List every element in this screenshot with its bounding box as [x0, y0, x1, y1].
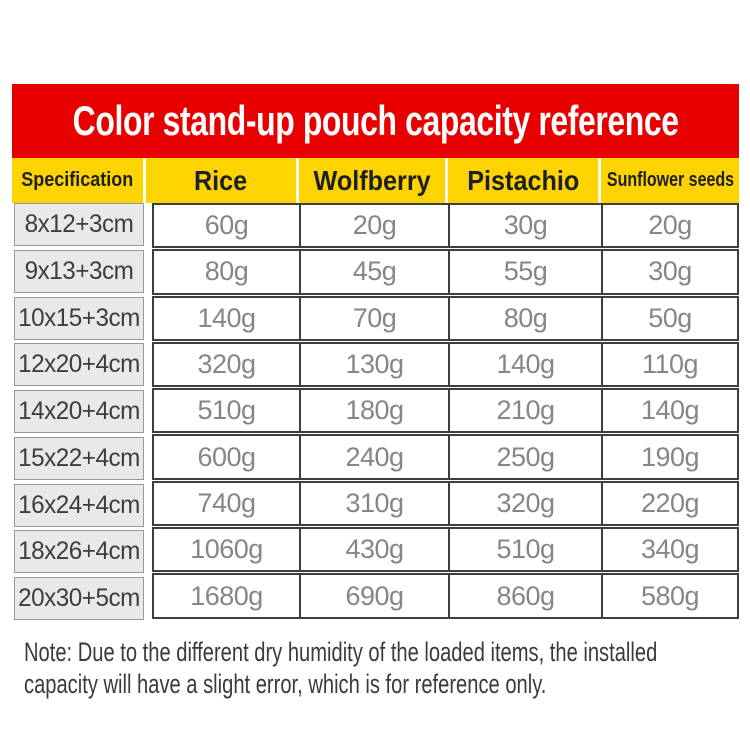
- table-row: 510g 180g 210g 140g: [152, 388, 739, 434]
- value-cell: 30g: [601, 251, 737, 293]
- value-cell: 310g: [299, 482, 448, 525]
- value-cell: 20g: [299, 205, 448, 247]
- column-header-specification: Specification: [12, 158, 146, 203]
- spec-cell: 14x20+4cm: [14, 390, 144, 433]
- spec-cell: 9x13+3cm: [14, 249, 144, 293]
- note-text: Note: Due to the different dry humidity …: [24, 637, 750, 700]
- column-header-label: Rice: [194, 164, 248, 196]
- value-cell: 220g: [601, 482, 737, 525]
- column-header-label: Sunflower seeds: [606, 169, 734, 191]
- value-cell: 320g: [448, 482, 601, 525]
- value-cell: 60g: [204, 210, 249, 241]
- value-cell: 1680g: [190, 580, 263, 611]
- value-cell: 70g: [299, 297, 448, 339]
- value-cell: 20g: [601, 205, 737, 247]
- note-line-1: Note: Due to the different dry humidity …: [24, 637, 658, 667]
- value-cell: 860g: [448, 575, 601, 617]
- value-cell: 80g: [448, 297, 601, 339]
- value-cell: 240g: [299, 436, 448, 478]
- value-cell: 180g: [299, 390, 448, 432]
- value-cell: 1060g: [190, 534, 263, 565]
- specification-column: 8x12+3cm 9x13+3cm 10x15+3cm 12x20+4cm 14x20+…: [12, 203, 146, 620]
- value-cell: 140g: [448, 343, 601, 386]
- column-header-sunflower-seeds: Sunflower seeds: [601, 158, 739, 203]
- table-row: 60g 20g 30g 20g: [152, 203, 739, 249]
- value-cell: 140g: [197, 302, 256, 333]
- value-cell: 580g: [601, 575, 737, 617]
- value-cell: 690g: [299, 575, 448, 617]
- value-cell: 510g: [197, 395, 256, 426]
- note-line-2: capacity will have a slight error, which…: [24, 668, 547, 699]
- table-row: 1680g 690g 860g 580g: [152, 573, 739, 619]
- table-row: 140g 70g 80g 50g: [152, 295, 739, 341]
- value-cell: 510g: [448, 529, 601, 571]
- value-cell: 30g: [448, 205, 601, 247]
- value-cell: 190g: [601, 436, 737, 478]
- value-cell: 140g: [601, 390, 737, 432]
- table-row: 1060g 430g 510g 340g: [152, 527, 739, 573]
- table-header-row: Specification Rice Wolfberry Pistachio S…: [12, 158, 739, 203]
- value-cell: 250g: [448, 436, 601, 478]
- spec-cell: 18x26+4cm: [14, 530, 144, 574]
- value-cell: 110g: [601, 343, 737, 386]
- column-header-label: Pistachio: [466, 164, 580, 196]
- spec-cell: 20x30+5cm: [14, 577, 144, 620]
- spec-cell: 12x20+4cm: [14, 343, 144, 387]
- column-header-pistachio: Pistachio: [448, 158, 601, 203]
- value-cell: 740g: [197, 487, 256, 518]
- column-header-label: Wolfberry: [313, 164, 431, 196]
- capacity-value-table: 60g 20g 30g 20g 80g 45g 55g 30g 140g 70g 80g 50g 320…: [152, 203, 739, 620]
- column-header-label: Specification: [21, 169, 134, 191]
- table-row: 320g 130g 140g 110g: [152, 341, 739, 388]
- value-cell: 45g: [299, 251, 448, 293]
- page-title: Color stand-up pouch capacity reference: [72, 97, 679, 144]
- column-header-wolfberry: Wolfberry: [299, 158, 448, 203]
- table-row: 80g 45g 55g 30g: [152, 249, 739, 295]
- value-cell: 130g: [299, 343, 448, 386]
- spec-cell: 16x24+4cm: [14, 483, 144, 527]
- table-row: 740g 310g 320g 220g: [152, 480, 739, 527]
- column-header-rice: Rice: [146, 158, 299, 203]
- value-cell: 50g: [601, 297, 737, 339]
- spec-cell: 8x12+3cm: [14, 203, 144, 246]
- value-cell: 210g: [448, 390, 601, 432]
- value-cell: 55g: [448, 251, 601, 293]
- spec-cell: 15x22+4cm: [14, 436, 144, 480]
- value-cell: 340g: [601, 529, 737, 571]
- table-row: 600g 240g 250g 190g: [152, 434, 739, 480]
- value-cell: 430g: [299, 529, 448, 571]
- title-banner: Color stand-up pouch capacity reference: [12, 84, 739, 158]
- value-cell: 80g: [204, 256, 249, 287]
- value-cell: 320g: [197, 349, 256, 380]
- spec-cell: 10x15+3cm: [14, 296, 144, 340]
- value-cell: 600g: [197, 441, 256, 472]
